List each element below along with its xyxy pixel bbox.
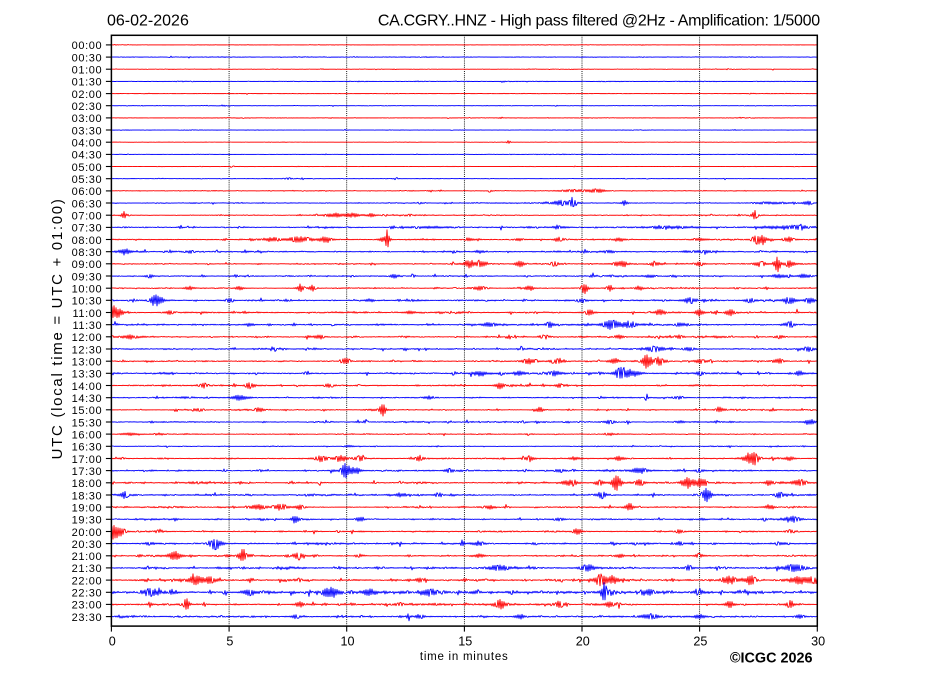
svg-text:21:30: 21:30 [72,563,103,575]
svg-text:10:30: 10:30 [72,296,103,308]
svg-text:00:30: 00:30 [72,52,103,64]
svg-text:01:00: 01:00 [72,65,103,77]
svg-text:15:30: 15:30 [72,417,103,429]
svg-text:11:30: 11:30 [72,320,102,332]
svg-text:©ICGC 2026: ©ICGC 2026 [730,651,813,667]
svg-text:02:30: 02:30 [72,101,103,113]
svg-text:11:00: 11:00 [72,308,102,320]
svg-text:13:00: 13:00 [72,357,103,369]
svg-text:17:00: 17:00 [72,454,103,466]
svg-text:15: 15 [458,635,472,649]
svg-text:15:00: 15:00 [72,405,103,417]
svg-text:5: 5 [226,635,233,649]
svg-text:17:30: 17:30 [72,466,103,478]
svg-text:07:00: 07:00 [72,211,103,223]
svg-text:04:00: 04:00 [72,138,103,150]
svg-text:0: 0 [109,635,116,649]
svg-text:05:00: 05:00 [72,162,103,174]
svg-text:03:30: 03:30 [72,125,103,137]
svg-text:19:00: 19:00 [72,502,103,514]
svg-text:20: 20 [576,635,590,649]
svg-text:06:00: 06:00 [72,186,103,198]
svg-text:18:00: 18:00 [72,478,103,490]
svg-text:time in minutes: time in minutes [420,651,509,663]
svg-text:CA.CGRY..HNZ - High pass filte: CA.CGRY..HNZ - High pass filtered @2Hz -… [378,13,820,30]
svg-text:05:30: 05:30 [72,174,103,186]
svg-text:02:00: 02:00 [72,89,103,101]
svg-text:07:30: 07:30 [72,223,103,235]
svg-text:04:30: 04:30 [72,150,103,162]
svg-text:UTC (local time = UTC + 01:00): UTC (local time = UTC + 01:00) [49,197,66,459]
svg-text:22:30: 22:30 [72,588,103,600]
svg-text:18:30: 18:30 [72,490,103,502]
svg-text:09:00: 09:00 [72,259,103,271]
svg-text:16:30: 16:30 [72,442,103,454]
svg-text:08:00: 08:00 [72,235,103,247]
svg-text:06-02-2026: 06-02-2026 [107,13,189,30]
svg-text:14:00: 14:00 [72,381,103,393]
svg-text:12:30: 12:30 [72,344,103,356]
svg-text:16:00: 16:00 [72,429,103,441]
svg-text:22:00: 22:00 [72,575,103,587]
svg-text:30: 30 [811,635,825,649]
svg-text:21:00: 21:00 [72,551,103,563]
svg-text:01:30: 01:30 [72,77,103,89]
svg-text:09:30: 09:30 [72,271,103,283]
svg-text:14:30: 14:30 [72,393,103,405]
svg-text:10: 10 [340,635,354,649]
svg-text:19:30: 19:30 [72,515,103,527]
svg-text:20:30: 20:30 [72,539,103,551]
svg-text:25: 25 [693,635,707,649]
svg-text:23:00: 23:00 [72,600,103,612]
svg-text:08:30: 08:30 [72,247,103,259]
svg-text:23:30: 23:30 [72,612,103,624]
svg-text:20:00: 20:00 [72,527,103,539]
svg-text:03:00: 03:00 [72,113,103,125]
svg-text:13:30: 13:30 [72,369,103,381]
svg-text:06:30: 06:30 [72,198,103,210]
svg-text:00:00: 00:00 [72,40,103,52]
svg-text:10:00: 10:00 [72,284,103,296]
svg-text:12:00: 12:00 [72,332,103,344]
